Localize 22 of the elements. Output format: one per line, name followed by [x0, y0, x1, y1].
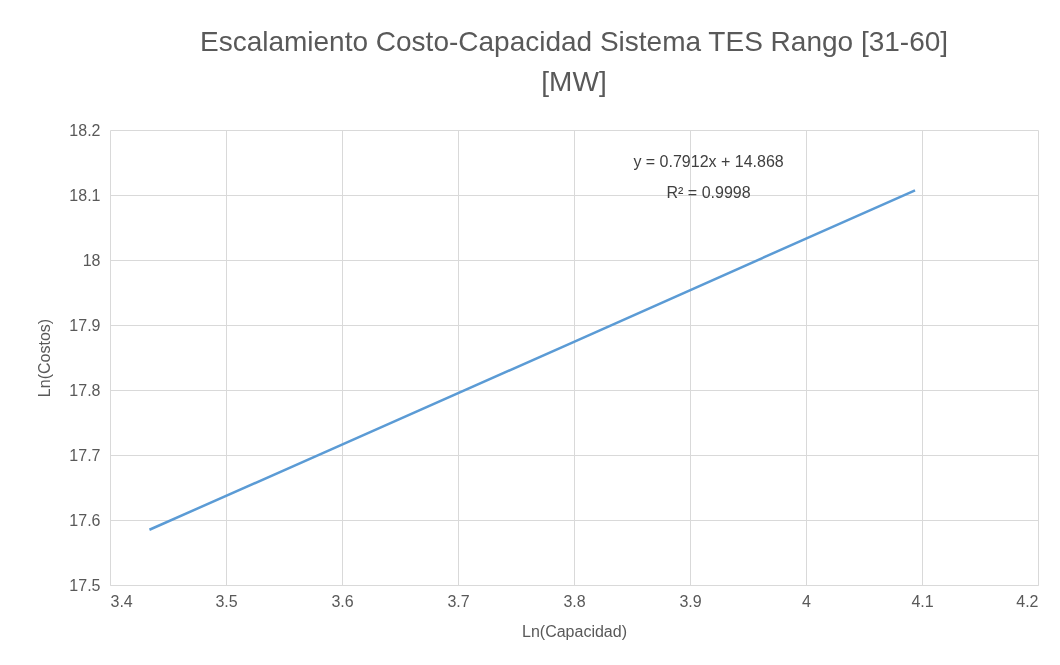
y-tick-label: 18	[82, 251, 101, 269]
x-tick-label: 3.8	[563, 592, 586, 610]
x-axis-title: Ln(Capacidad)	[522, 622, 627, 640]
x-tick-label: 4.2	[1016, 592, 1039, 610]
x-tick-label: 4.1	[911, 592, 934, 610]
annotation: R² = 0.9998	[666, 184, 751, 201]
y-tick-label: 17.7	[69, 446, 101, 464]
y-tick-label: 17.8	[69, 381, 101, 399]
x-tick-label: 3.5	[215, 592, 238, 610]
y-tick-label: 18.1	[69, 186, 101, 204]
annotation: y = 0.7912x + 14.868	[633, 153, 784, 170]
y-axis-title: Ln(Costos)	[36, 318, 54, 398]
x-tick-label: 3.9	[679, 592, 702, 610]
x-tick-label: 3.6	[331, 592, 354, 610]
y-tick-label: 17.6	[69, 511, 101, 529]
x-tick-label: 3.4	[110, 592, 133, 610]
y-tick-label: 17.9	[69, 316, 101, 334]
x-tick-label: 3.7	[447, 592, 470, 610]
y-tick-label: 18.2	[69, 121, 101, 139]
y-tick-label: 17.5	[69, 576, 101, 594]
x-tick-label: 4	[802, 592, 812, 610]
chart-title: Escalamiento Costo-Capacidad Sistema TES Rango [31-60] [MW]	[199, 26, 949, 97]
